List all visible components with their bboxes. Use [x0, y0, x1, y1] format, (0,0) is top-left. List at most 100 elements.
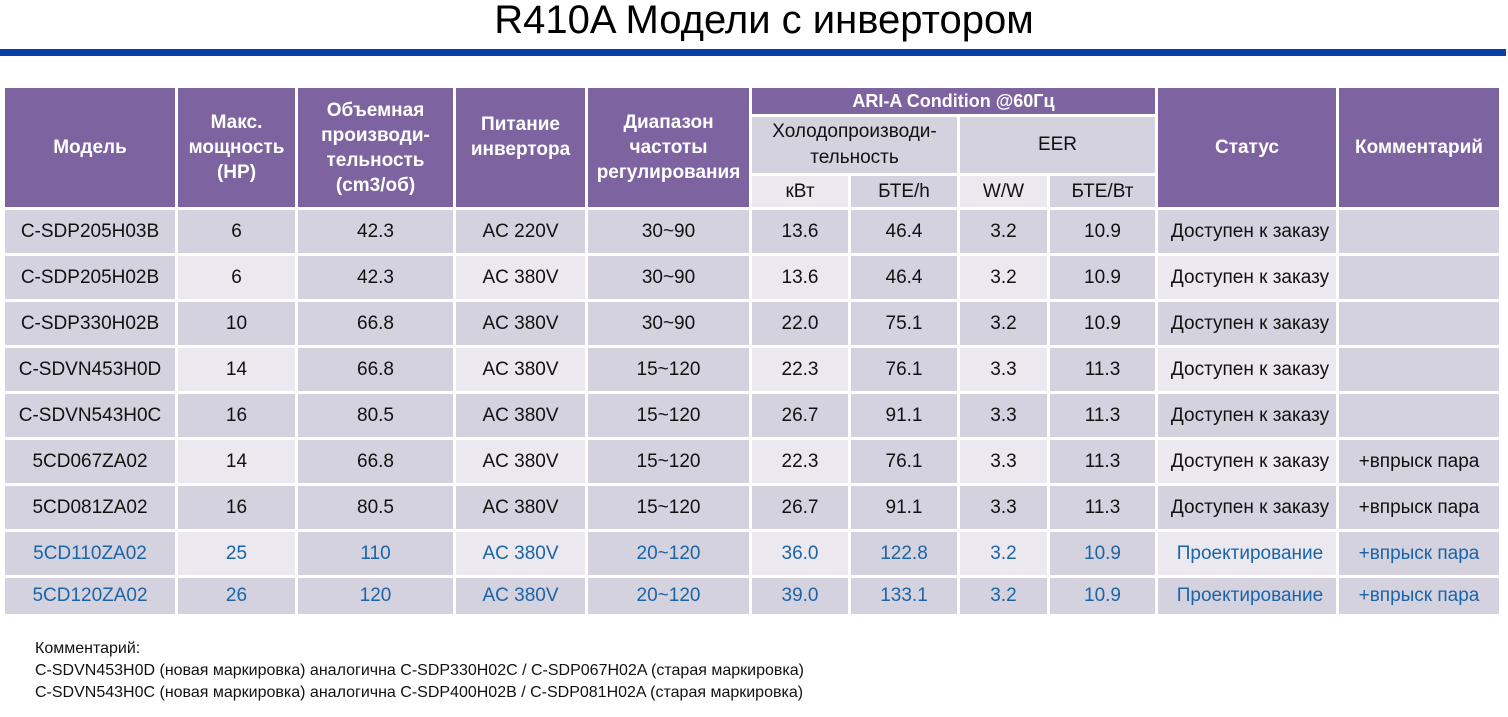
header-power-line: инвертора [470, 139, 571, 160]
cell-status: Доступен к заказу [1158, 348, 1336, 391]
cell-model: 5CD067ZA02 [5, 440, 175, 483]
cell-hp: 16 [178, 394, 295, 437]
cell-frequency: 15~120 [588, 394, 749, 437]
cell-comment: +впрыск пара [1339, 578, 1499, 614]
cell-status: Доступен к заказу [1158, 256, 1336, 299]
cell-frequency: 30~90 [588, 302, 749, 345]
cell-frequency: 20~120 [588, 578, 749, 614]
cell-cooling-kw: 13.6 [752, 256, 848, 299]
cell-eer-ww: 3.2 [960, 210, 1047, 253]
table-row: C-SDVN543H0C 16 80.5 AC 380V 15~120 26.7… [5, 394, 1499, 437]
cell-status: Доступен к заказу [1158, 486, 1336, 529]
header-volume-line: Объемная [326, 99, 425, 121]
cell-power: AC 380V [456, 440, 585, 483]
notes-heading: Комментарий: [35, 640, 141, 657]
header-unit-btuw: БТЕ/Вт [1050, 176, 1155, 207]
header-power-line: Питание [481, 114, 560, 135]
compressor-spec-table: Модель Макс. мощность (HP) Объемная прои… [2, 85, 1502, 617]
header-volume-line: производи- [321, 124, 430, 146]
cell-frequency: 30~90 [588, 210, 749, 253]
cell-cooling-kw: 22.3 [752, 440, 848, 483]
table-row: 5CD067ZA02 14 66.8 AC 380V 15~120 22.3 7… [5, 440, 1499, 483]
title-underline [0, 49, 1506, 56]
cell-comment [1339, 348, 1499, 391]
cell-volume: 120 [298, 578, 453, 614]
cell-power: AC 380V [456, 302, 585, 345]
cell-volume: 42.3 [298, 256, 453, 299]
cell-status: Проектирование [1158, 532, 1336, 575]
cell-volume: 80.5 [298, 394, 453, 437]
header-freq-line: регулирования [596, 162, 741, 183]
header-volume: Объемная производи- тельность (cm3/об) [298, 88, 453, 207]
cell-eer-ww: 3.2 [960, 578, 1047, 614]
cell-frequency: 15~120 [588, 486, 749, 529]
cell-model: C-SDVN453H0D [5, 348, 175, 391]
header-cooling-capacity: Холодопроизводи- тельность [752, 117, 957, 173]
cell-comment [1339, 302, 1499, 345]
page-title: R410A Модели с инвертором [494, 0, 1034, 42]
cell-eer-ww: 3.3 [960, 440, 1047, 483]
cell-power: AC 380V [456, 348, 585, 391]
header-hp: Макс. мощность (HP) [178, 88, 295, 207]
cell-power: AC 220V [456, 210, 585, 253]
cell-model: C-SDP205H02B [5, 256, 175, 299]
header-hp-line: Макс. [210, 112, 263, 133]
table-row: C-SDP205H02B 6 42.3 AC 380V 30~90 13.6 4… [5, 256, 1499, 299]
cell-model: C-SDVN543H0C [5, 394, 175, 437]
cell-power: AC 380V [456, 486, 585, 529]
table-row: 5CD110ZA02 25 110 AC 380V 20~120 36.0 12… [5, 532, 1499, 575]
cell-eer-btuw: 11.3 [1050, 440, 1155, 483]
cell-cooling-kw: 36.0 [752, 532, 848, 575]
notes-line: C-SDVN453H0D (новая маркировка) аналогич… [35, 662, 804, 679]
cell-volume: 80.5 [298, 486, 453, 529]
cell-comment [1339, 256, 1499, 299]
cell-comment: +впрыск пара [1339, 440, 1499, 483]
cell-hp: 14 [178, 440, 295, 483]
cell-status: Доступен к заказу [1158, 210, 1336, 253]
cell-eer-ww: 3.2 [960, 302, 1047, 345]
table-row: 5CD081ZA02 16 80.5 AC 380V 15~120 26.7 9… [5, 486, 1499, 529]
cell-model: 5CD081ZA02 [5, 486, 175, 529]
cell-eer-ww: 3.3 [960, 486, 1047, 529]
cell-frequency: 30~90 [588, 256, 749, 299]
cell-status: Доступен к заказу [1158, 440, 1336, 483]
cell-hp: 6 [178, 256, 295, 299]
cell-eer-ww: 3.2 [960, 256, 1047, 299]
cell-cooling-btuh: 91.1 [851, 394, 957, 437]
cell-frequency: 20~120 [588, 532, 749, 575]
header-hp-line: мощность [188, 137, 285, 158]
cell-eer-btuw: 10.9 [1050, 210, 1155, 253]
cell-volume: 110 [298, 532, 453, 575]
cell-model: 5CD120ZA02 [5, 578, 175, 614]
cell-cooling-btuh: 122.8 [851, 532, 957, 575]
header-freq-line: Диапазон [623, 112, 714, 133]
header-eer: EER [960, 117, 1155, 173]
notes-line: C-SDVN543H0C (новая маркировка) аналогич… [35, 684, 804, 701]
header-unit-ww: W/W [960, 176, 1047, 207]
cell-cooling-kw: 39.0 [752, 578, 848, 614]
table-row: C-SDVN453H0D 14 66.8 AC 380V 15~120 22.3… [5, 348, 1499, 391]
cell-status: Доступен к заказу [1158, 302, 1336, 345]
table-row: C-SDP330H02B 10 66.8 AC 380V 30~90 22.0 … [5, 302, 1499, 345]
cell-cooling-btuh: 46.4 [851, 256, 957, 299]
cell-volume: 66.8 [298, 440, 453, 483]
cell-eer-ww: 3.2 [960, 532, 1047, 575]
table-row: 5CD120ZA02 26 120 AC 380V 20~120 39.0 13… [5, 578, 1499, 614]
header-volume-line: (cm3/об) [335, 174, 416, 196]
header-comment: Комментарий [1339, 88, 1499, 207]
cell-model: C-SDP330H02B [5, 302, 175, 345]
cell-hp: 25 [178, 532, 295, 575]
cell-hp: 16 [178, 486, 295, 529]
cell-cooling-btuh: 133.1 [851, 578, 957, 614]
cell-model: C-SDP205H03B [5, 210, 175, 253]
cell-status: Проектирование [1158, 578, 1336, 614]
cell-cooling-kw: 22.3 [752, 348, 848, 391]
header-ari-condition: ARI-A Condition @60Гц [752, 88, 1155, 114]
cell-cooling-btuh: 91.1 [851, 486, 957, 529]
cell-comment: +впрыск пара [1339, 486, 1499, 529]
cell-model: 5CD110ZA02 [5, 532, 175, 575]
cell-volume: 66.8 [298, 302, 453, 345]
cell-cooling-kw: 13.6 [752, 210, 848, 253]
cell-cooling-kw: 22.0 [752, 302, 848, 345]
cell-comment [1339, 394, 1499, 437]
